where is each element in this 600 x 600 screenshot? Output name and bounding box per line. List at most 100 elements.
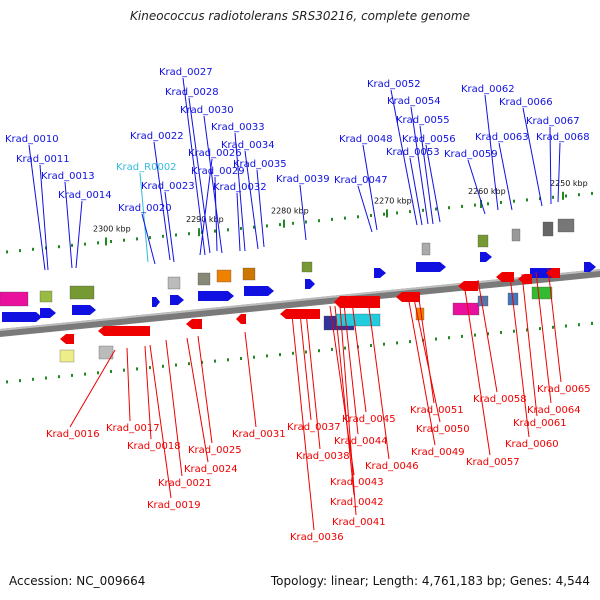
reverse-gene-leader-line: [547, 267, 562, 383]
forward-gene-arrow: [170, 295, 184, 305]
reverse-gene-arrow: [236, 314, 246, 324]
reverse-gene-label: Krad_0031: [232, 429, 286, 440]
forward-gene-label: Krad_0062: [461, 84, 515, 95]
forward-gene-leader-line: [419, 125, 434, 225]
gene-feature-box: [216, 269, 232, 283]
ruler-tick: [305, 350, 307, 354]
reverse-gene-label: Krad_0064: [527, 405, 581, 416]
ruler-tick: [84, 372, 86, 376]
reverse-gene-label: Krad_0058: [473, 394, 527, 405]
gene-feature-box: [531, 286, 553, 300]
reverse-gene-arrow: [458, 281, 478, 291]
gene-feature-box: [0, 291, 29, 307]
forward-gene-leader-line: [141, 213, 156, 265]
reverse-gene-label: Krad_0041: [332, 517, 386, 528]
reverse-gene-label: Krad_0036: [290, 532, 344, 543]
reverse-gene-leader-line: [299, 312, 312, 421]
gene-feature-box: [69, 285, 95, 300]
gene-feature-box: [59, 349, 75, 363]
ruler-label: 2260 kbp: [468, 187, 506, 196]
reverse-gene-label: Krad_0044: [334, 436, 388, 447]
forward-gene-leader-line: [299, 184, 307, 241]
reverse-gene-arrow: [334, 296, 380, 308]
gene-feature-box: [542, 221, 554, 237]
forward-gene-label: Krad_0047: [334, 175, 388, 186]
ruler-tick: [6, 380, 8, 384]
gene-feature-box: [197, 272, 211, 286]
forward-gene-arrow: [416, 262, 446, 272]
reverse-gene-label: Krad_0024: [184, 464, 238, 475]
reverse-gene-label: Krad_0065: [537, 384, 591, 395]
ruler-tick: [474, 333, 476, 337]
forward-gene-leader-line: [28, 144, 46, 271]
forward-gene-label: Krad_0055: [396, 115, 450, 126]
ruler-tick: [552, 325, 554, 329]
ruler-tick: [162, 364, 164, 368]
ruler-tick: [461, 204, 463, 208]
reverse-gene-leader-line: [291, 314, 315, 531]
forward-gene-leader-line: [244, 150, 259, 250]
reverse-gene-label: Krad_0042: [330, 497, 384, 508]
ruler-tick: [97, 371, 99, 375]
gene-feature-box: [335, 313, 381, 327]
ruler-tick: [97, 241, 99, 245]
reverse-gene-leader-line: [521, 273, 538, 417]
forward-gene-leader-line: [549, 126, 552, 205]
reverse-gene-leader-line: [165, 339, 183, 477]
reverse-gene-label: Krad_0017: [106, 423, 160, 434]
forward-gene-label: Krad_0039: [276, 174, 330, 185]
reverse-gene-leader-line: [244, 331, 257, 428]
ruler-tick: [578, 323, 580, 327]
ruler-tick: [227, 228, 229, 232]
ruler-tick: [552, 195, 554, 199]
forward-gene-leader-line: [182, 77, 206, 256]
forward-gene-arrow: [198, 291, 234, 301]
ruler-tick: [448, 206, 450, 210]
ruler-tick: [513, 329, 515, 333]
ruler-tick: [227, 358, 229, 362]
reverse-gene-arrow: [546, 268, 560, 278]
reverse-gene-leader-line: [477, 279, 498, 393]
ruler-tick: [45, 376, 47, 380]
ruler-tick: [331, 347, 333, 351]
ruler-major-tick: [198, 228, 200, 237]
ruler-tick: [474, 203, 476, 207]
ruler-tick: [175, 363, 177, 367]
forward-gene-arrow: [244, 286, 274, 296]
forward-gene-arrow: [305, 279, 315, 289]
forward-gene-label: Krad_0028: [165, 87, 219, 98]
ruler-tick: [396, 341, 398, 345]
forward-gene-leader-line: [236, 192, 241, 252]
forward-gene-arrow: [374, 268, 386, 278]
reverse-gene-label: Krad_0016: [46, 429, 100, 440]
ruler-tick: [6, 250, 8, 254]
ruler-tick: [435, 337, 437, 341]
forward-gene-label: Krad_0053: [386, 147, 440, 158]
reverse-gene-label: Krad_0037: [287, 422, 341, 433]
forward-gene-leader-line: [425, 144, 441, 223]
forward-gene-leader-line: [75, 200, 83, 269]
forward-gene-label: Krad_0029: [191, 166, 245, 177]
ruler-major-tick: [283, 219, 285, 228]
forward-gene-label: Krad_0063: [475, 132, 529, 143]
ruler-tick: [344, 346, 346, 350]
summary-label: Topology: linear; Length: 4,761,183 bp; …: [270, 574, 590, 588]
forward-gene-arrow: [152, 297, 160, 307]
gene-feature-box: [167, 276, 181, 290]
reverse-gene-label: Krad_0049: [411, 447, 465, 458]
forward-gene-leader-line: [498, 142, 513, 211]
reverse-gene-label: Krad_0019: [147, 500, 201, 511]
ruler-tick: [591, 191, 593, 195]
forward-gene-label: Krad_0052: [367, 79, 421, 90]
reverse-gene-leader-line: [186, 337, 209, 463]
ruler-tick: [266, 224, 268, 228]
genome-backbone-highlight: [0, 269, 600, 331]
reverse-gene-leader-line: [149, 344, 172, 499]
forward-gene-leader-line: [484, 94, 499, 211]
reverse-gene-arrow: [496, 272, 514, 282]
ruler-tick: [58, 245, 60, 249]
gene-feature-box: [452, 302, 480, 316]
ruler-tick: [110, 370, 112, 373]
ruler-tick: [357, 215, 359, 219]
forward-gene-leader-line: [139, 172, 149, 263]
